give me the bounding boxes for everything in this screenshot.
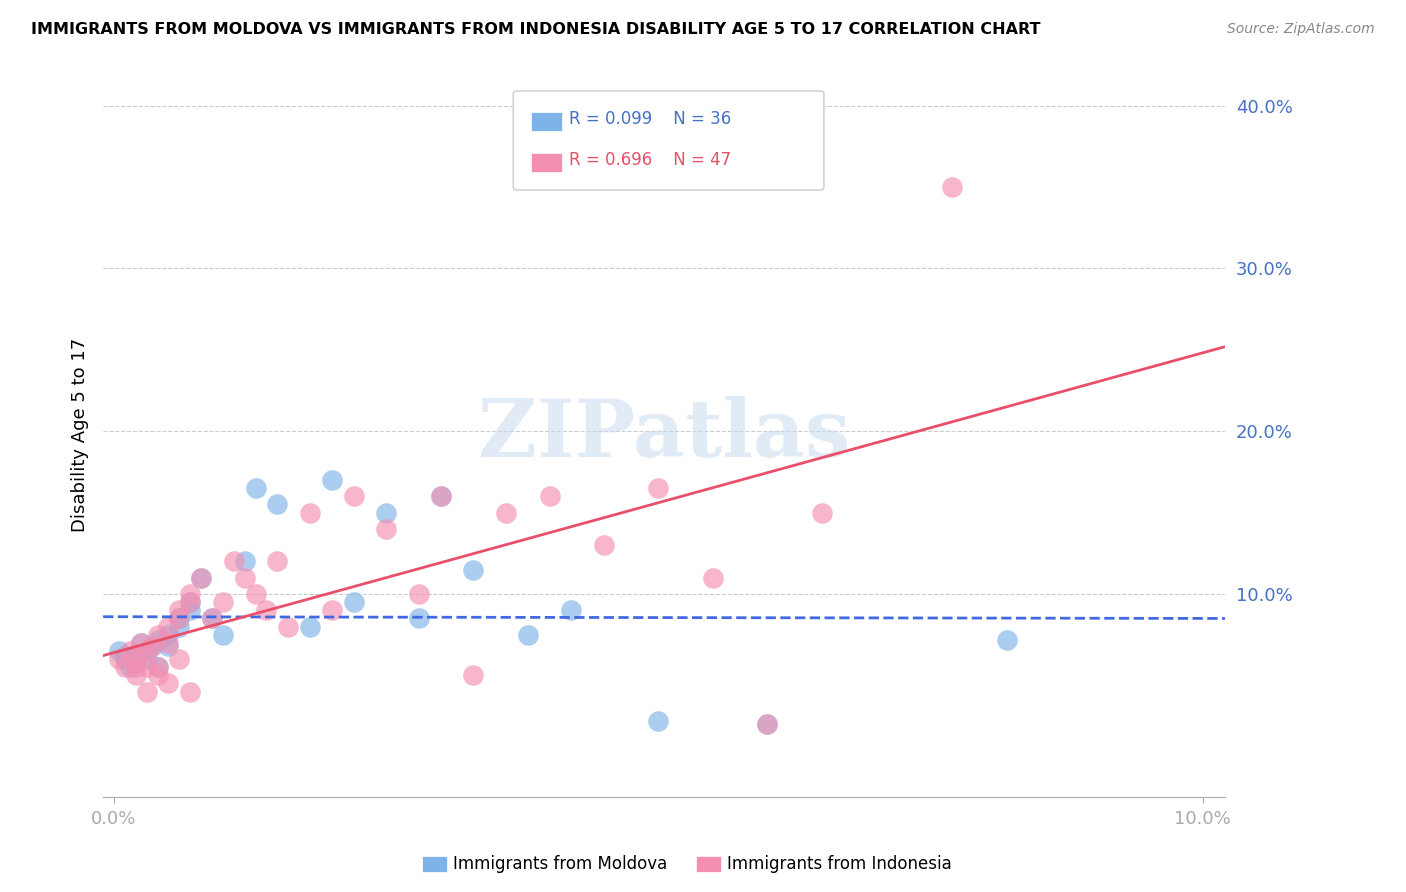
Point: [408, 587, 430, 601]
Point: [169, 603, 191, 617]
Point: [647, 714, 669, 728]
Point: [141, 639, 163, 653]
Point: [135, 652, 157, 666]
Point: [146, 660, 169, 674]
Point: [179, 684, 201, 698]
Point: [157, 639, 180, 653]
Point: [212, 627, 235, 641]
Point: [125, 660, 148, 674]
Y-axis label: Disability Age 5 to 17: Disability Age 5 to 17: [72, 338, 89, 533]
Point: [463, 668, 485, 682]
Point: [408, 611, 430, 625]
Text: Source: ZipAtlas.com: Source: ZipAtlas.com: [1227, 22, 1375, 37]
Point: [321, 473, 343, 487]
Point: [157, 676, 180, 690]
Point: [277, 619, 299, 633]
Point: [647, 481, 669, 495]
Point: [169, 611, 191, 625]
Point: [135, 684, 157, 698]
Text: ZIPatlas: ZIPatlas: [478, 396, 851, 475]
Point: [756, 717, 779, 731]
Point: [190, 571, 212, 585]
Point: [141, 639, 163, 653]
Point: [125, 647, 148, 661]
Point: [342, 595, 364, 609]
Point: [375, 506, 398, 520]
Point: [114, 660, 136, 674]
Point: [201, 611, 224, 625]
Point: [146, 627, 169, 641]
Point: [298, 506, 321, 520]
Point: [756, 717, 779, 731]
Point: [169, 611, 191, 625]
Point: [157, 619, 180, 633]
Point: [516, 627, 538, 641]
Point: [266, 554, 288, 568]
Point: [146, 660, 169, 674]
Point: [169, 619, 191, 633]
Text: R = 0.696    N = 47: R = 0.696 N = 47: [569, 151, 731, 169]
Point: [169, 652, 191, 666]
Point: [995, 632, 1018, 647]
Text: Immigrants from Moldova: Immigrants from Moldova: [453, 855, 666, 873]
Point: [429, 489, 451, 503]
Point: [245, 481, 267, 495]
Text: Immigrants from Indonesia: Immigrants from Indonesia: [727, 855, 952, 873]
Point: [266, 497, 288, 511]
Point: [495, 506, 517, 520]
Point: [375, 522, 398, 536]
Point: [538, 489, 561, 503]
Point: [135, 644, 157, 658]
Text: R = 0.099    N = 36: R = 0.099 N = 36: [569, 110, 731, 128]
Point: [114, 648, 136, 663]
Point: [108, 652, 131, 666]
Point: [941, 180, 963, 194]
Point: [129, 636, 152, 650]
Point: [212, 595, 235, 609]
Point: [157, 636, 180, 650]
Point: [463, 562, 485, 576]
Point: [135, 660, 157, 674]
Point: [129, 636, 152, 650]
Point: [222, 554, 245, 568]
Point: [245, 587, 267, 601]
Point: [593, 538, 616, 552]
Point: [179, 587, 201, 601]
Point: [560, 603, 582, 617]
Point: [179, 595, 201, 609]
Point: [179, 603, 201, 617]
Point: [298, 619, 321, 633]
Point: [135, 644, 157, 658]
Point: [321, 603, 343, 617]
Point: [256, 603, 278, 617]
Point: [125, 652, 148, 666]
Text: IMMIGRANTS FROM MOLDOVA VS IMMIGRANTS FROM INDONESIA DISABILITY AGE 5 TO 17 CORR: IMMIGRANTS FROM MOLDOVA VS IMMIGRANTS FR…: [31, 22, 1040, 37]
Point: [120, 644, 142, 658]
Point: [114, 652, 136, 666]
Point: [233, 571, 256, 585]
Point: [157, 627, 180, 641]
Point: [190, 571, 212, 585]
Point: [108, 644, 131, 658]
Point: [146, 632, 169, 647]
Point: [120, 660, 142, 674]
Point: [125, 656, 148, 670]
Point: [233, 554, 256, 568]
Point: [125, 668, 148, 682]
Point: [179, 595, 201, 609]
Point: [146, 668, 169, 682]
Point: [201, 611, 224, 625]
Point: [702, 571, 724, 585]
Point: [429, 489, 451, 503]
Point: [810, 506, 832, 520]
Point: [342, 489, 364, 503]
